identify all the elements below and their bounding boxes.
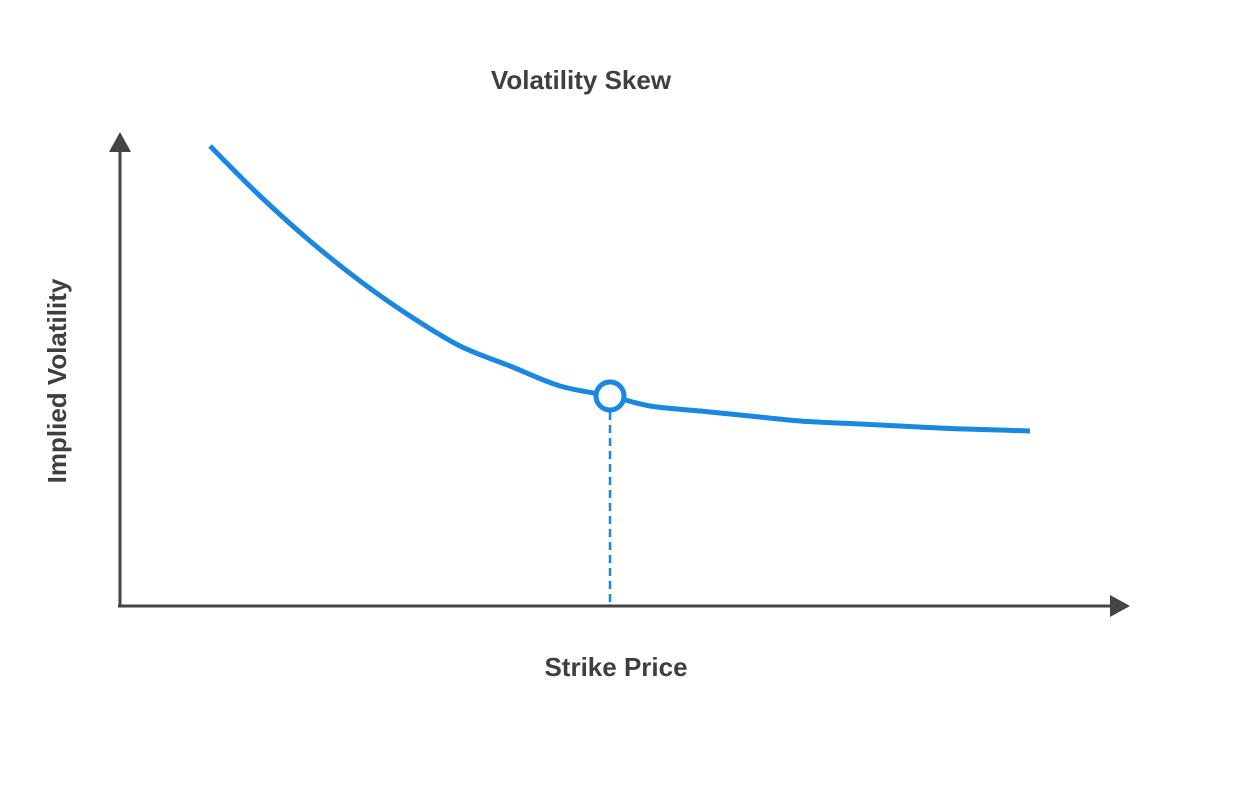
y-axis-label: Implied Volatility bbox=[42, 278, 72, 483]
x-axis-arrow bbox=[1110, 595, 1130, 617]
plot-layer bbox=[208, 144, 1031, 604]
chart-title: Volatility Skew bbox=[491, 65, 672, 95]
y-axis-arrow bbox=[109, 132, 131, 152]
x-axis-label: Strike Price bbox=[544, 652, 687, 682]
highlight-point bbox=[593, 379, 627, 413]
